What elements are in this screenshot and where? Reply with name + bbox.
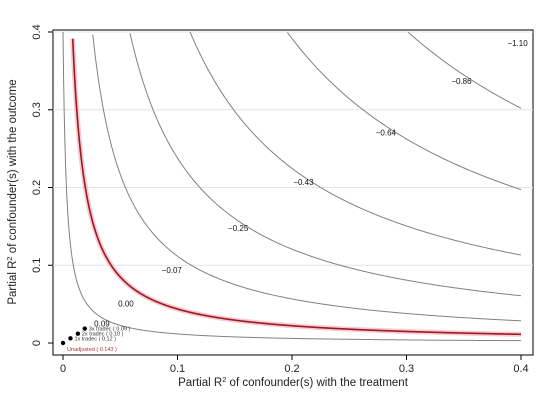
contour-label-2: −0.07 (162, 266, 183, 275)
contour-line-3 (129, 33, 522, 297)
y-tick-label-4: 0.4 (31, 24, 43, 39)
contour-label-0: 0.09 (94, 320, 110, 329)
benchmark-label-0: Unadjusted ( 0.143 ) (67, 347, 117, 353)
benchmark-label-3: 3x tradec ( 0.09 ) (89, 327, 131, 333)
y-tick-label-3: 0.3 (31, 102, 43, 117)
contour-labels: 0.09 0.00 −0.07 −0.25 −0.43 −0.64 −0.86 −1.10 (94, 39, 528, 329)
benchmark-point-1 (68, 336, 73, 341)
contour-line-2 (92, 34, 522, 322)
contour-label-7: −1.10 (507, 39, 528, 48)
x-tick-label-0: 0 (60, 363, 66, 375)
x-tick-label-4: 0.4 (513, 363, 528, 375)
benchmark-point-0 (60, 340, 66, 346)
y-tick-label-2: 0.2 (31, 180, 43, 195)
contour-lines (62, 31, 522, 342)
y-tick-label-0: 0 (31, 340, 43, 346)
contour-line-1 (71, 38, 522, 336)
plot-area (52, 29, 534, 356)
contour-label-5: −0.64 (376, 128, 397, 137)
benchmark-label-2: 2x tradec ( 0.10 ) (82, 332, 124, 338)
contour-label-1: 0.00 (118, 299, 134, 308)
x-axis-ticks: 0 0.1 0.2 0.3 0.4 (60, 355, 529, 375)
contour-line-0 (62, 31, 521, 342)
x-axis-title: Partial R2 of confounder(s) with the tre… (178, 375, 409, 389)
benchmark-points: Unadjusted ( 0.143 ) 1x tradec ( 0.12 )2x… (60, 326, 131, 353)
y-axis-title: Partial R2 of confounder(s) with the out… (5, 79, 19, 304)
benchmark-point-2 (75, 331, 81, 336)
benchmark-label-1: 1x tradec ( 0.12 ) (74, 336, 116, 342)
contour-line-4 (189, 31, 522, 256)
x-tick-label-1: 0.1 (170, 363, 185, 375)
grid-lines (53, 31, 533, 266)
contour-line-5 (287, 32, 522, 191)
y-tick-label-1: 0.1 (31, 258, 43, 273)
benchmark-point-3 (82, 326, 87, 331)
contour-line-6 (407, 31, 522, 109)
x-tick-label-3: 0.3 (399, 363, 414, 375)
x-tick-label-2: 0.2 (284, 363, 299, 375)
contour-label-6: −0.86 (451, 77, 472, 86)
y-axis-ticks: 0 0.1 0.2 0.3 0.4 (31, 24, 53, 346)
contour-label-4: −0.43 (293, 178, 314, 187)
contour-label-3: −0.25 (228, 224, 249, 233)
